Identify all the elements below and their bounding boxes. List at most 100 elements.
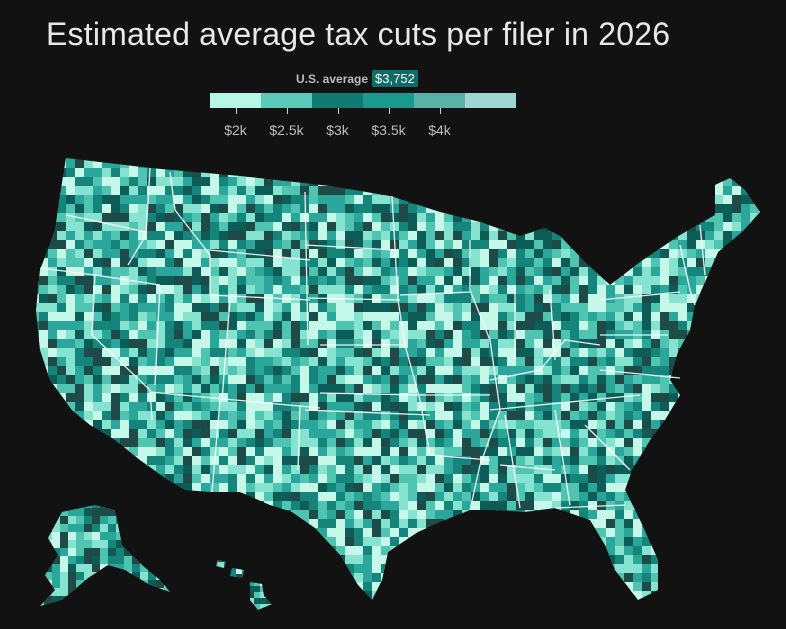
county-cell — [291, 384, 301, 394]
county-cell — [723, 564, 733, 574]
county-cell — [108, 508, 117, 517]
county-cell — [768, 546, 778, 556]
county-cell — [507, 294, 517, 304]
county-cell — [570, 195, 580, 205]
county-cell — [147, 519, 157, 529]
county-cell — [291, 555, 301, 565]
county-cell — [453, 348, 463, 358]
county-cell — [435, 483, 445, 493]
county-cell — [426, 456, 436, 466]
county-cell — [759, 339, 760, 349]
county-cell — [164, 556, 170, 565]
border-sd-ne — [307, 297, 401, 301]
county-cell — [246, 474, 256, 484]
county-cell — [129, 582, 139, 592]
county-cell — [327, 465, 337, 475]
county-cell — [138, 420, 148, 430]
county-cell — [300, 573, 319, 583]
county-cell — [116, 524, 133, 533]
county-cell — [132, 505, 141, 509]
county-cell — [60, 508, 69, 517]
county-cell — [111, 267, 121, 277]
county-cell — [363, 501, 373, 511]
county-cell — [327, 501, 337, 511]
county-cell — [40, 556, 45, 565]
county-cell — [570, 213, 589, 223]
county-cell — [597, 384, 607, 394]
county-cell — [750, 447, 760, 457]
county-cell — [525, 600, 535, 610]
county-cell — [172, 580, 181, 589]
county-cell — [624, 177, 634, 187]
county-cell — [462, 321, 472, 331]
county-cell — [498, 375, 508, 385]
county-cell — [165, 158, 175, 160]
county-cell — [36, 429, 40, 439]
county-cell — [408, 447, 418, 457]
county-cell — [273, 312, 283, 322]
county-cell — [732, 240, 751, 250]
county-cell — [714, 249, 733, 259]
county-cell — [516, 411, 526, 421]
county-cell — [741, 465, 751, 475]
county-cell — [696, 465, 715, 475]
county-cell — [138, 258, 148, 268]
county-cell — [92, 540, 101, 549]
county-cell — [156, 465, 166, 475]
county-cell — [354, 258, 364, 268]
county-cell — [237, 501, 256, 511]
county-cell — [264, 240, 274, 250]
border-wy-co — [209, 294, 311, 301]
county-cell — [219, 591, 229, 600]
county-cell — [102, 375, 112, 385]
county-cell — [741, 177, 751, 187]
county-cell — [480, 519, 499, 529]
county-cell — [255, 510, 274, 520]
county-cell — [480, 168, 490, 178]
county-cell — [255, 519, 265, 529]
county-cell — [489, 528, 499, 538]
county-cell — [462, 393, 472, 403]
county-cell — [354, 555, 364, 565]
county-cell — [363, 177, 373, 187]
county-cell — [120, 600, 130, 610]
county-cell — [525, 348, 535, 358]
county-cell — [75, 195, 85, 205]
county-cell — [260, 568, 267, 575]
county-cell — [165, 222, 175, 232]
county-cell — [507, 186, 517, 196]
county-cell — [462, 249, 472, 259]
county-cell — [561, 483, 571, 493]
border-ut-co — [221, 299, 231, 401]
county-cell — [444, 546, 463, 556]
county-cell — [606, 222, 625, 232]
county-cell — [255, 158, 265, 160]
county-cell — [282, 456, 292, 466]
county-cell — [732, 258, 742, 268]
county-cell — [300, 465, 310, 475]
county-cell — [327, 267, 337, 277]
county-cell — [36, 213, 40, 223]
county-cell — [714, 312, 733, 322]
county-cell — [660, 582, 670, 592]
county-cell — [516, 492, 526, 502]
county-cell — [741, 411, 751, 421]
county-cell — [264, 420, 274, 430]
county-cell — [561, 177, 571, 187]
county-cell — [75, 159, 85, 169]
county-cell — [471, 294, 481, 304]
county-cell — [174, 438, 184, 448]
county-cell — [579, 537, 589, 547]
county-cell — [534, 573, 544, 583]
county-cell — [309, 582, 328, 592]
county-cell — [399, 519, 409, 529]
county-cell — [254, 568, 261, 575]
county-cell — [543, 438, 553, 448]
county-cell — [237, 420, 247, 430]
county-cell — [597, 249, 607, 259]
county-cell — [237, 465, 247, 475]
county-cell — [534, 357, 544, 367]
county-cell — [192, 546, 202, 556]
county-cell — [108, 524, 117, 533]
county-cell — [426, 591, 445, 600]
